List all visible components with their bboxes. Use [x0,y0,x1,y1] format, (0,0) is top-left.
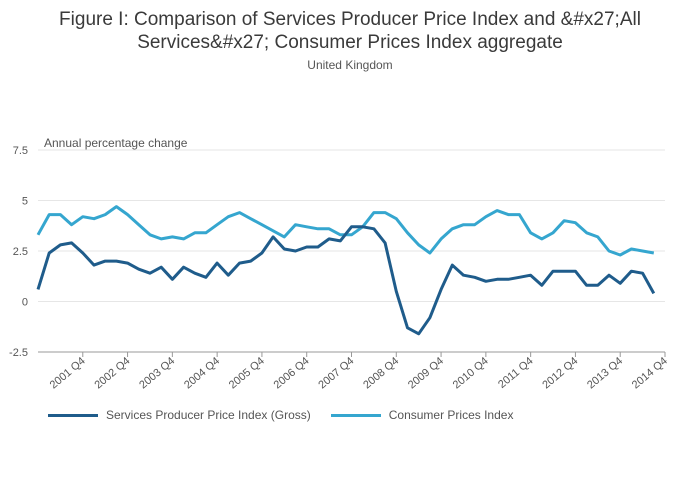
legend-item-sppi[interactable]: Services Producer Price Index (Gross) [48,408,311,422]
y-tick-label: 0 [22,297,28,309]
legend-label-sppi: Services Producer Price Index (Gross) [106,408,311,422]
y-tick-label: 2.5 [13,246,28,258]
x-tick-label: 2014 Q4 [630,355,670,391]
chart-title-line2: Services&#x27; Consumer Prices Index agg… [137,32,563,53]
x-tick-label: 2009 Q4 [406,355,446,391]
y-axis-ticks: 7.5 5 2.5 0 -2.5 [9,145,28,359]
x-tick-label: 2003 Q4 [137,355,177,391]
x-tick-label: 2002 Q4 [92,355,132,391]
grid-lines [38,149,665,353]
y-tick-label: 7.5 [13,145,28,157]
y-axis-label: Annual percentage change [44,136,188,150]
x-tick-label: 2005 Q4 [227,355,267,391]
legend-swatch-sppi [48,413,98,417]
x-tick-label: 2006 Q4 [272,355,312,391]
legend-item-cpi[interactable]: Consumer Prices Index [330,408,514,422]
y-tick-label: 5 [22,196,28,208]
legend: Services Producer Price Index (Gross) Co… [48,408,533,422]
x-tick-label: 2013 Q4 [585,355,625,391]
x-axis-ticks: 2001 Q4 2002 Q4 2003 Q4 2004 Q4 2005 Q4 2006 … [48,352,670,391]
y-tick-label: -2.5 [9,347,28,359]
x-tick-label: 2012 Q4 [540,355,580,391]
legend-label-cpi: Consumer Prices Index [388,408,514,422]
series-lines [36,205,656,336]
series-line-sppi [36,225,656,336]
x-tick-label: 2008 Q4 [361,355,401,391]
x-tick-label: 2011 Q4 [496,355,535,391]
legend-swatch-cpi [330,413,381,417]
x-tick-label: 2001 Q4 [48,355,88,391]
series-line-cpi [36,205,655,257]
chart-title-line1: Figure I: Comparison of Services Produce… [59,9,641,30]
x-tick-label: 2004 Q4 [182,355,222,391]
x-tick-label: 2010 Q4 [451,355,491,391]
x-tick-label: 2007 Q4 [316,355,356,391]
chart-title: Figure I: Comparison of Services Produce… [0,8,700,54]
chart-subtitle: United Kingdom [307,58,393,72]
